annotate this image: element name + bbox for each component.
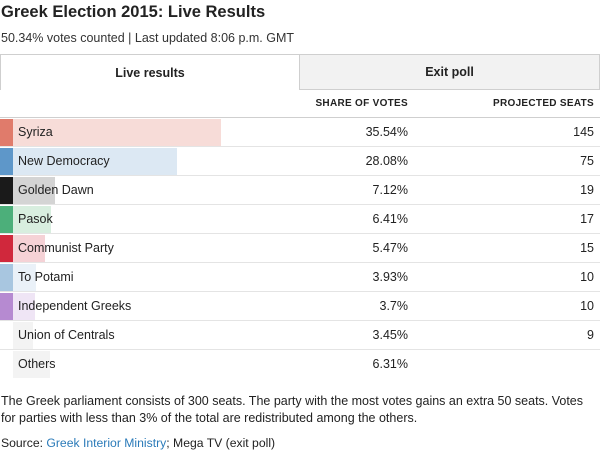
party-name: Golden Dawn — [18, 183, 94, 197]
page-title: Greek Election 2015: Live Results — [1, 3, 266, 21]
source-prefix: Source: — [1, 436, 47, 450]
table-row: Pasok 6.41% 17 — [0, 204, 600, 233]
party-name: Pasok — [18, 212, 53, 226]
vote-share: 28.08% — [365, 154, 408, 168]
projected-seats: 10 — [580, 299, 594, 313]
party-color-swatch — [0, 206, 13, 233]
party-color-swatch — [0, 119, 13, 146]
table-row: Others 6.31% — [0, 349, 600, 378]
share-bar — [13, 177, 55, 204]
tab-live-results[interactable]: Live results — [0, 54, 300, 90]
share-bar — [13, 148, 177, 175]
column-header-seats: PROJECTED SEATS — [493, 98, 594, 109]
table-row: To Potami 3.93% 10 — [0, 262, 600, 291]
share-bar — [13, 322, 33, 349]
party-name: Others — [18, 357, 56, 371]
source-link[interactable]: Greek Interior Ministry — [46, 436, 167, 450]
table-row: Communist Party 5.47% 15 — [0, 233, 600, 262]
projected-seats: 19 — [580, 183, 594, 197]
vote-share: 5.47% — [372, 241, 408, 255]
table-row: New Democracy 28.08% 75 — [0, 146, 600, 175]
party-color-swatch — [0, 293, 13, 320]
tab-bar: Live results Exit poll — [0, 54, 600, 90]
vote-share: 6.31% — [372, 357, 408, 371]
vote-share: 35.54% — [365, 125, 408, 139]
share-bar — [13, 235, 45, 262]
party-name: New Democracy — [18, 154, 110, 168]
vote-share: 3.45% — [372, 328, 408, 342]
table-row: Syriza 35.54% 145 — [0, 117, 600, 146]
projected-seats: 15 — [580, 241, 594, 255]
party-color-swatch — [0, 177, 13, 204]
vote-share: 6.41% — [372, 212, 408, 226]
party-name: Communist Party — [18, 241, 114, 255]
party-name: To Potami — [18, 270, 74, 284]
projected-seats: 145 — [573, 125, 594, 139]
party-color-swatch — [0, 148, 13, 175]
party-color-swatch — [0, 322, 13, 349]
table-row: Union of Centrals 3.45% 9 — [0, 320, 600, 349]
projected-seats: 75 — [580, 154, 594, 168]
source-suffix: ; Mega TV (exit poll) — [166, 436, 276, 450]
share-bar — [13, 351, 50, 378]
party-color-swatch — [0, 264, 13, 291]
projected-seats: 9 — [587, 328, 594, 342]
party-name: Independent Greeks — [18, 299, 132, 313]
share-bar — [13, 293, 35, 320]
vote-share: 7.12% — [372, 183, 408, 197]
projected-seats: 17 — [580, 212, 594, 226]
table-row: Golden Dawn 7.12% 19 — [0, 175, 600, 204]
table-row: Independent Greeks 3.7% 10 — [0, 291, 600, 320]
vote-share: 3.93% — [372, 270, 408, 284]
projected-seats: 10 — [580, 270, 594, 284]
share-bar — [13, 206, 51, 233]
party-name: Syriza — [18, 125, 53, 139]
party-color-swatch — [0, 351, 13, 378]
footnote: The Greek parliament consists of 300 sea… — [1, 394, 584, 425]
vote-share: 3.7% — [379, 299, 409, 313]
party-name: Union of Centrals — [18, 328, 115, 342]
source-line: Source: Greek Interior Ministry; Mega TV… — [1, 436, 275, 450]
party-color-swatch — [0, 235, 13, 262]
share-bar — [13, 119, 221, 146]
tab-exit-poll[interactable]: Exit poll — [299, 54, 600, 90]
column-header-share: SHARE OF VOTES — [315, 98, 408, 109]
page-subtitle: 50.34% votes counted | Last updated 8:06… — [1, 31, 295, 45]
share-bar — [13, 264, 36, 291]
